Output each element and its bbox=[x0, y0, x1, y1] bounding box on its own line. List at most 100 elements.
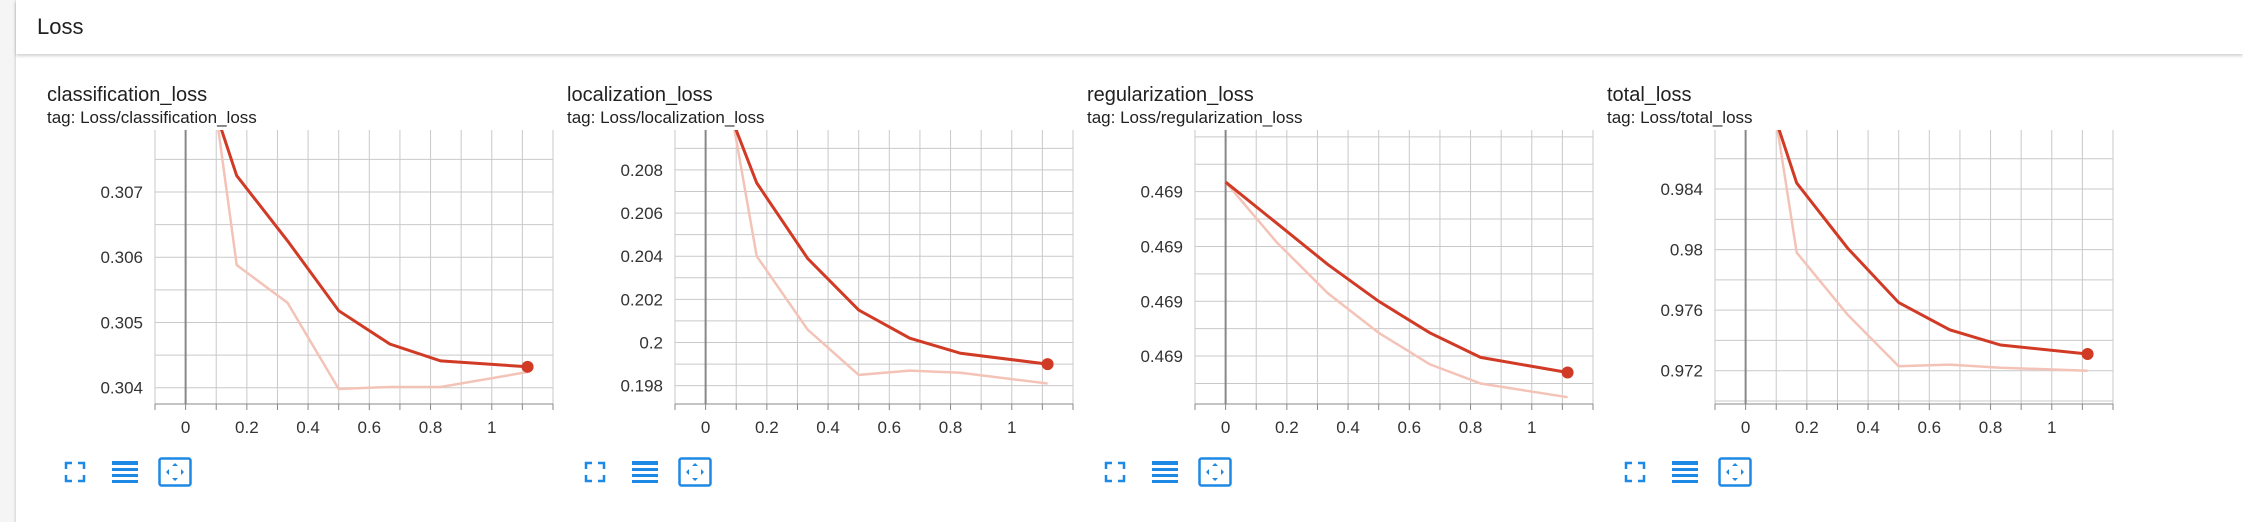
series-end-point[interactable] bbox=[521, 360, 534, 373]
log-scale-button[interactable] bbox=[627, 458, 663, 490]
fit-domain-icon bbox=[1624, 461, 1646, 488]
chart-card-regularization-loss: regularization_loss tag: Loss/regulariza… bbox=[1087, 80, 1594, 500]
y-tick-label: 0.304 bbox=[100, 379, 143, 398]
x-tick-label: 0.2 bbox=[1275, 418, 1299, 437]
y-tick-label: 0.206 bbox=[620, 204, 663, 223]
x-tick-label: 0.8 bbox=[939, 418, 963, 437]
chart-title: classification_loss bbox=[47, 84, 208, 106]
x-tick-label: 0.8 bbox=[1979, 418, 2003, 437]
x-tick-label: 0.6 bbox=[1397, 418, 1421, 437]
x-tick-label: 0.6 bbox=[357, 418, 381, 437]
log-scale-icon bbox=[1671, 460, 1699, 489]
expand-icon bbox=[678, 456, 712, 492]
x-tick-label: 0 bbox=[1221, 418, 1230, 437]
series-line-raw bbox=[733, 130, 1048, 385]
x-tick-label: 1 bbox=[2047, 418, 2056, 437]
series-line-raw bbox=[1776, 130, 2088, 372]
x-tick-label: 1 bbox=[1007, 418, 1016, 437]
log-scale-button[interactable] bbox=[1147, 458, 1183, 490]
chart-tag: tag: Loss/localization_loss bbox=[567, 108, 765, 127]
fit-domain-icon bbox=[64, 461, 86, 488]
y-tick-label: 0.307 bbox=[100, 183, 143, 202]
grid bbox=[674, 130, 1074, 404]
y-tick-label: 0.469 bbox=[1140, 183, 1183, 202]
panel-header[interactable]: Loss bbox=[16, 0, 2243, 54]
fit-domain-button[interactable] bbox=[1097, 458, 1133, 490]
x-tick-label: 0 bbox=[1741, 418, 1750, 437]
fit-domain-icon bbox=[1104, 461, 1126, 488]
log-scale-icon bbox=[1151, 460, 1179, 489]
log-scale-button[interactable] bbox=[1667, 458, 1703, 490]
series-line-smoothed bbox=[220, 130, 528, 369]
chart-tag: tag: Loss/total_loss bbox=[1607, 108, 1753, 127]
y-tick-label: 0.98 bbox=[1670, 241, 1703, 260]
x-tick-label: 0 bbox=[181, 418, 190, 437]
x-tick-label: 0.6 bbox=[1917, 418, 1941, 437]
chart-classification-loss[interactable]: 0 0.2 0.4 0.6 0.8 1 0.304 0.305 0.306 0.307 bbox=[47, 130, 554, 460]
series-line-raw bbox=[1224, 181, 1568, 399]
y-tick-label: 0.208 bbox=[620, 161, 663, 180]
y-tick-label: 0.204 bbox=[620, 247, 663, 266]
grid bbox=[154, 130, 554, 404]
x-tick-label: 0.8 bbox=[419, 418, 443, 437]
expand-icon bbox=[158, 456, 192, 492]
expand-button[interactable] bbox=[1717, 456, 1753, 492]
grid bbox=[1714, 130, 2114, 404]
y-tick-label: 0.306 bbox=[100, 248, 143, 267]
log-scale-icon bbox=[111, 460, 139, 489]
fit-domain-button[interactable] bbox=[577, 458, 613, 490]
expand-icon bbox=[1718, 456, 1752, 492]
x-tick-label: 1 bbox=[1527, 418, 1536, 437]
y-tick-label: 0.469 bbox=[1140, 347, 1183, 366]
panel-title: Loss bbox=[37, 14, 84, 39]
chart-card-localization-loss: localization_loss tag: Loss/localization… bbox=[567, 80, 1074, 500]
expand-button[interactable] bbox=[157, 456, 193, 492]
y-tick-label: 0.469 bbox=[1140, 237, 1183, 256]
chart-card-classification-loss: classification_loss tag: Loss/classifica… bbox=[47, 80, 554, 500]
y-tick-label: 0.984 bbox=[1660, 180, 1703, 199]
x-tick-label: 0.2 bbox=[235, 418, 259, 437]
chart-title: regularization_loss bbox=[1087, 84, 1254, 106]
x-tick-label: 0.2 bbox=[755, 418, 779, 437]
series-end-point[interactable] bbox=[1561, 366, 1574, 379]
series-line-raw bbox=[217, 130, 528, 391]
chart-regularization-loss[interactable]: 0 0.2 0.4 0.6 0.8 1 0.469 0.469 0.469 0.469 bbox=[1087, 130, 1594, 460]
chart-total-loss[interactable]: 0 0.2 0.4 0.6 0.8 1 0.972 0.976 0.98 0.984 bbox=[1607, 130, 2114, 460]
y-tick-label: 0.972 bbox=[1660, 362, 1703, 381]
chart-title: total_loss bbox=[1607, 84, 1692, 106]
grid bbox=[1194, 130, 1594, 404]
series-line-smoothed bbox=[1224, 180, 1568, 374]
x-tick-label: 0.4 bbox=[1336, 418, 1360, 437]
y-tick-label: 0.976 bbox=[1660, 301, 1703, 320]
log-scale-button[interactable] bbox=[107, 458, 143, 490]
x-tick-label: 0.6 bbox=[877, 418, 901, 437]
fit-domain-button[interactable] bbox=[1617, 458, 1653, 490]
x-tick-label: 0.2 bbox=[1795, 418, 1819, 437]
series-line-smoothed bbox=[734, 130, 1048, 366]
y-tick-label: 0.2 bbox=[639, 334, 663, 353]
y-tick-label: 0.305 bbox=[100, 313, 143, 332]
x-tick-label: 0.4 bbox=[816, 418, 840, 437]
y-tick-label: 0.469 bbox=[1140, 292, 1183, 311]
x-tick-label: 0 bbox=[701, 418, 710, 437]
expand-button[interactable] bbox=[677, 456, 713, 492]
x-tick-label: 0.4 bbox=[1856, 418, 1880, 437]
y-tick-label: 0.202 bbox=[620, 290, 663, 309]
chart-tag: tag: Loss/classification_loss bbox=[47, 108, 257, 127]
x-tick-label: 1 bbox=[487, 418, 496, 437]
expand-button[interactable] bbox=[1197, 456, 1233, 492]
series-line-smoothed bbox=[1777, 130, 2088, 356]
y-tick-label: 0.198 bbox=[620, 377, 663, 396]
expand-icon bbox=[1198, 456, 1232, 492]
x-tick-label: 0.8 bbox=[1459, 418, 1483, 437]
series-end-point[interactable] bbox=[1041, 358, 1054, 371]
series-end-point[interactable] bbox=[2081, 348, 2094, 361]
fit-domain-button[interactable] bbox=[57, 458, 93, 490]
chart-tag: tag: Loss/regularization_loss bbox=[1087, 108, 1303, 127]
x-tick-label: 0.4 bbox=[296, 418, 320, 437]
chart-card-total-loss: total_loss tag: Loss/total_loss 0 0.2 0.4 0… bbox=[1607, 80, 2114, 500]
fit-domain-icon bbox=[584, 461, 606, 488]
loss-panel: Loss classification_loss tag: Loss/class… bbox=[16, 0, 2243, 522]
chart-localization-loss[interactable]: 0 0.2 0.4 0.6 0.8 1 0.198 0.2 0.202 0.204 0.206 0.2… bbox=[567, 130, 1074, 460]
chart-title: localization_loss bbox=[567, 84, 713, 106]
